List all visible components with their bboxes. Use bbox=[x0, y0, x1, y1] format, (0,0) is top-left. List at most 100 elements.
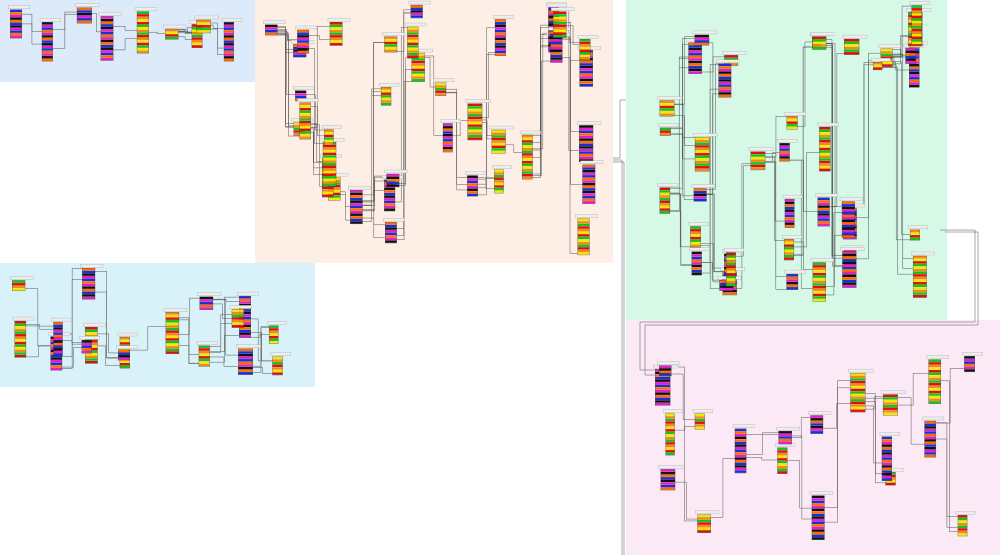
node-slot bbox=[293, 54, 307, 58]
node-slot bbox=[137, 42, 149, 46]
node-label bbox=[378, 83, 400, 87]
node-slot bbox=[819, 134, 831, 138]
node-slot bbox=[100, 42, 114, 45]
node bbox=[405, 22, 427, 59]
node-label bbox=[880, 390, 906, 394]
node-slot bbox=[322, 178, 337, 182]
node-label bbox=[116, 345, 138, 349]
node-slot bbox=[384, 39, 398, 42]
node-slot bbox=[293, 132, 305, 136]
node-slot bbox=[224, 32, 234, 36]
node-slot bbox=[665, 413, 675, 416]
node-slot bbox=[467, 116, 483, 120]
node-slot bbox=[810, 425, 823, 429]
node-slot bbox=[100, 18, 114, 22]
node-slot bbox=[582, 195, 596, 199]
node-slot bbox=[411, 60, 425, 64]
node-slot bbox=[778, 436, 792, 439]
node-slot bbox=[165, 330, 179, 333]
node-border bbox=[521, 134, 533, 180]
node bbox=[842, 34, 868, 55]
node-slot bbox=[82, 283, 96, 287]
node-slot bbox=[522, 176, 533, 179]
node-slot bbox=[695, 166, 710, 169]
node-slot bbox=[691, 251, 702, 255]
node-label bbox=[657, 123, 679, 128]
node-label bbox=[80, 264, 104, 268]
node-slot bbox=[293, 52, 307, 55]
node-slot bbox=[550, 52, 563, 55]
node-slot bbox=[811, 532, 825, 535]
node-label bbox=[492, 165, 512, 169]
node-slot bbox=[665, 436, 675, 440]
node-slot bbox=[435, 90, 447, 93]
node-slot bbox=[910, 237, 920, 241]
node-slot bbox=[82, 278, 96, 282]
node-slot bbox=[883, 407, 898, 410]
node-slot bbox=[522, 145, 533, 148]
node-slot bbox=[582, 185, 596, 188]
node-slot bbox=[550, 44, 563, 47]
node-slot bbox=[324, 129, 334, 132]
wire bbox=[362, 42, 385, 196]
node-slot bbox=[577, 226, 590, 229]
group-frame bbox=[0, 0, 257, 82]
node-border bbox=[100, 16, 114, 61]
node-slot bbox=[269, 333, 279, 336]
node-slot bbox=[77, 15, 92, 18]
wire bbox=[746, 432, 779, 455]
node-border bbox=[660, 469, 676, 491]
node-slot bbox=[272, 369, 283, 373]
node-slot bbox=[385, 227, 397, 230]
node-slot bbox=[688, 50, 702, 53]
node-slot bbox=[812, 298, 826, 302]
node-label bbox=[907, 225, 928, 230]
node bbox=[689, 247, 710, 276]
node-slot bbox=[238, 348, 253, 352]
node-slot bbox=[582, 188, 596, 191]
node-slot bbox=[165, 338, 179, 341]
node-border bbox=[552, 11, 567, 38]
node-slot bbox=[928, 375, 941, 378]
node-slot bbox=[553, 32, 567, 35]
wire bbox=[306, 94, 325, 131]
node bbox=[657, 361, 680, 377]
node-slot bbox=[811, 524, 825, 527]
node-slot bbox=[522, 158, 533, 161]
node-border bbox=[909, 229, 920, 241]
wire bbox=[113, 38, 138, 51]
node bbox=[116, 345, 138, 361]
node-slot bbox=[924, 433, 936, 437]
node-slot bbox=[165, 327, 179, 331]
node-slot bbox=[299, 107, 311, 111]
node-slot bbox=[495, 27, 506, 30]
node-slot bbox=[750, 154, 766, 157]
node-slot bbox=[881, 436, 892, 440]
node-slot bbox=[843, 273, 856, 276]
node-border bbox=[324, 129, 334, 146]
node-border bbox=[659, 100, 675, 117]
node-slot bbox=[844, 49, 860, 52]
node-slot bbox=[550, 41, 563, 45]
node-slot bbox=[750, 167, 766, 170]
node bbox=[808, 411, 832, 434]
node-slot bbox=[881, 449, 892, 453]
node-slot bbox=[577, 234, 590, 237]
node-slot bbox=[577, 236, 590, 240]
node-slot bbox=[844, 46, 860, 50]
node bbox=[74, 3, 100, 24]
node-slot bbox=[695, 163, 710, 166]
node bbox=[519, 130, 541, 180]
node-label bbox=[815, 193, 838, 197]
node bbox=[815, 193, 838, 227]
node-slot bbox=[659, 205, 670, 209]
node-slot bbox=[905, 48, 916, 51]
node-label bbox=[39, 18, 61, 22]
node-slot bbox=[329, 40, 343, 43]
wire bbox=[91, 345, 120, 367]
node-label bbox=[384, 169, 408, 174]
node-slot bbox=[850, 399, 866, 402]
node-slot bbox=[329, 22, 343, 25]
node-label bbox=[692, 409, 713, 413]
node-slot bbox=[718, 87, 732, 90]
